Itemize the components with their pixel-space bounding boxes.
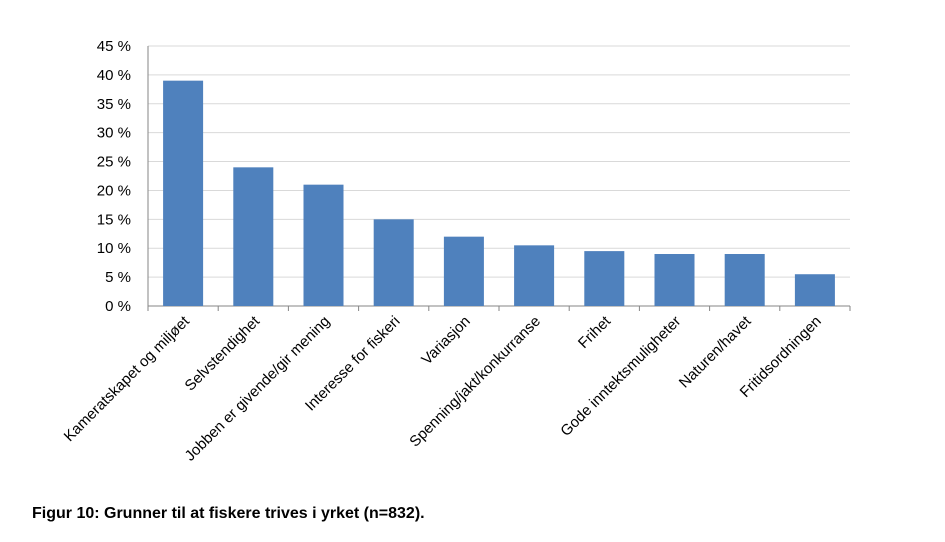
bar: [163, 80, 204, 307]
bar-chart: 0 % 5 % 10 % 15 % 20 % 25 % 30 % 35 % 40 % 45 % K…: [61, 38, 851, 465]
bar: [514, 245, 555, 306]
y-tick-label: 5 %: [105, 269, 131, 286]
bar: [584, 251, 625, 306]
category-label: Variasjon: [418, 313, 473, 368]
y-tick-label: 20 %: [97, 182, 131, 199]
y-tick-label: 30 %: [97, 125, 131, 142]
y-tick-label: 45 %: [97, 38, 131, 55]
category-label: Kameratskapet og miljøet: [61, 312, 194, 445]
bar: [443, 236, 484, 306]
bar: [233, 167, 274, 306]
bars: [163, 80, 835, 307]
category-label: Spenning/jakt/konkurranse: [406, 313, 544, 451]
y-tick-label: 40 %: [97, 67, 131, 84]
y-tick-label: 10 %: [97, 240, 131, 257]
bar: [373, 219, 414, 306]
bar: [794, 274, 835, 306]
figure-caption: Figur 10: Grunner til at fiskere trives …: [32, 505, 425, 522]
category-label: Gode inntektsmuligheter: [557, 313, 684, 440]
category-label: Naturen/havet: [676, 312, 755, 391]
category-labels: Kameratskapet og miljøetSelvstendighetJo…: [61, 312, 825, 464]
bar: [724, 254, 765, 306]
y-tick-label: 15 %: [97, 211, 131, 228]
y-tick-label: 0 %: [105, 298, 131, 315]
y-tick-labels: 0 % 5 % 10 % 15 % 20 % 25 % 30 % 35 % 40 % 45 %: [97, 38, 131, 315]
category-label: Jobben er givende/gir mening: [182, 313, 334, 465]
category-label: Frihet: [575, 312, 615, 352]
y-tick-label: 35 %: [97, 96, 131, 113]
bar: [303, 184, 344, 306]
bar: [654, 254, 695, 306]
y-tick-label: 25 %: [97, 154, 131, 171]
